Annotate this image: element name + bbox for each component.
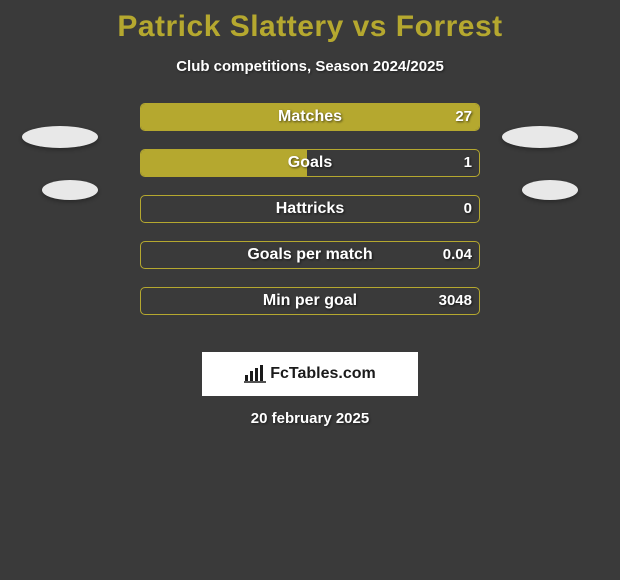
stat-row: Goals1 xyxy=(0,149,620,177)
comparison-subtitle: Club competitions, Season 2024/2025 xyxy=(0,58,620,75)
logo-text: FcTables.com xyxy=(270,365,376,383)
stat-bar-track xyxy=(140,103,480,131)
stat-row: Hattricks0 xyxy=(0,195,620,223)
bars-chart-icon xyxy=(244,365,266,383)
player-photo-placeholder xyxy=(42,180,98,200)
stat-bar-fill xyxy=(141,104,479,130)
fctables-logo[interactable]: FcTables.com xyxy=(202,352,418,396)
snapshot-date: 20 february 2025 xyxy=(0,410,620,427)
stat-bar-track xyxy=(140,241,480,269)
stat-bar-track xyxy=(140,195,480,223)
stat-row: Min per goal3048 xyxy=(0,287,620,315)
player-photo-placeholder xyxy=(502,126,578,148)
stat-row: Goals per match0.04 xyxy=(0,241,620,269)
stat-bar-track xyxy=(140,149,480,177)
stat-bar-fill xyxy=(141,150,307,176)
player-photo-placeholder xyxy=(22,126,98,148)
player-photo-placeholder xyxy=(522,180,578,200)
comparison-title: Patrick Slattery vs Forrest xyxy=(0,0,620,44)
stat-bar-track xyxy=(140,287,480,315)
